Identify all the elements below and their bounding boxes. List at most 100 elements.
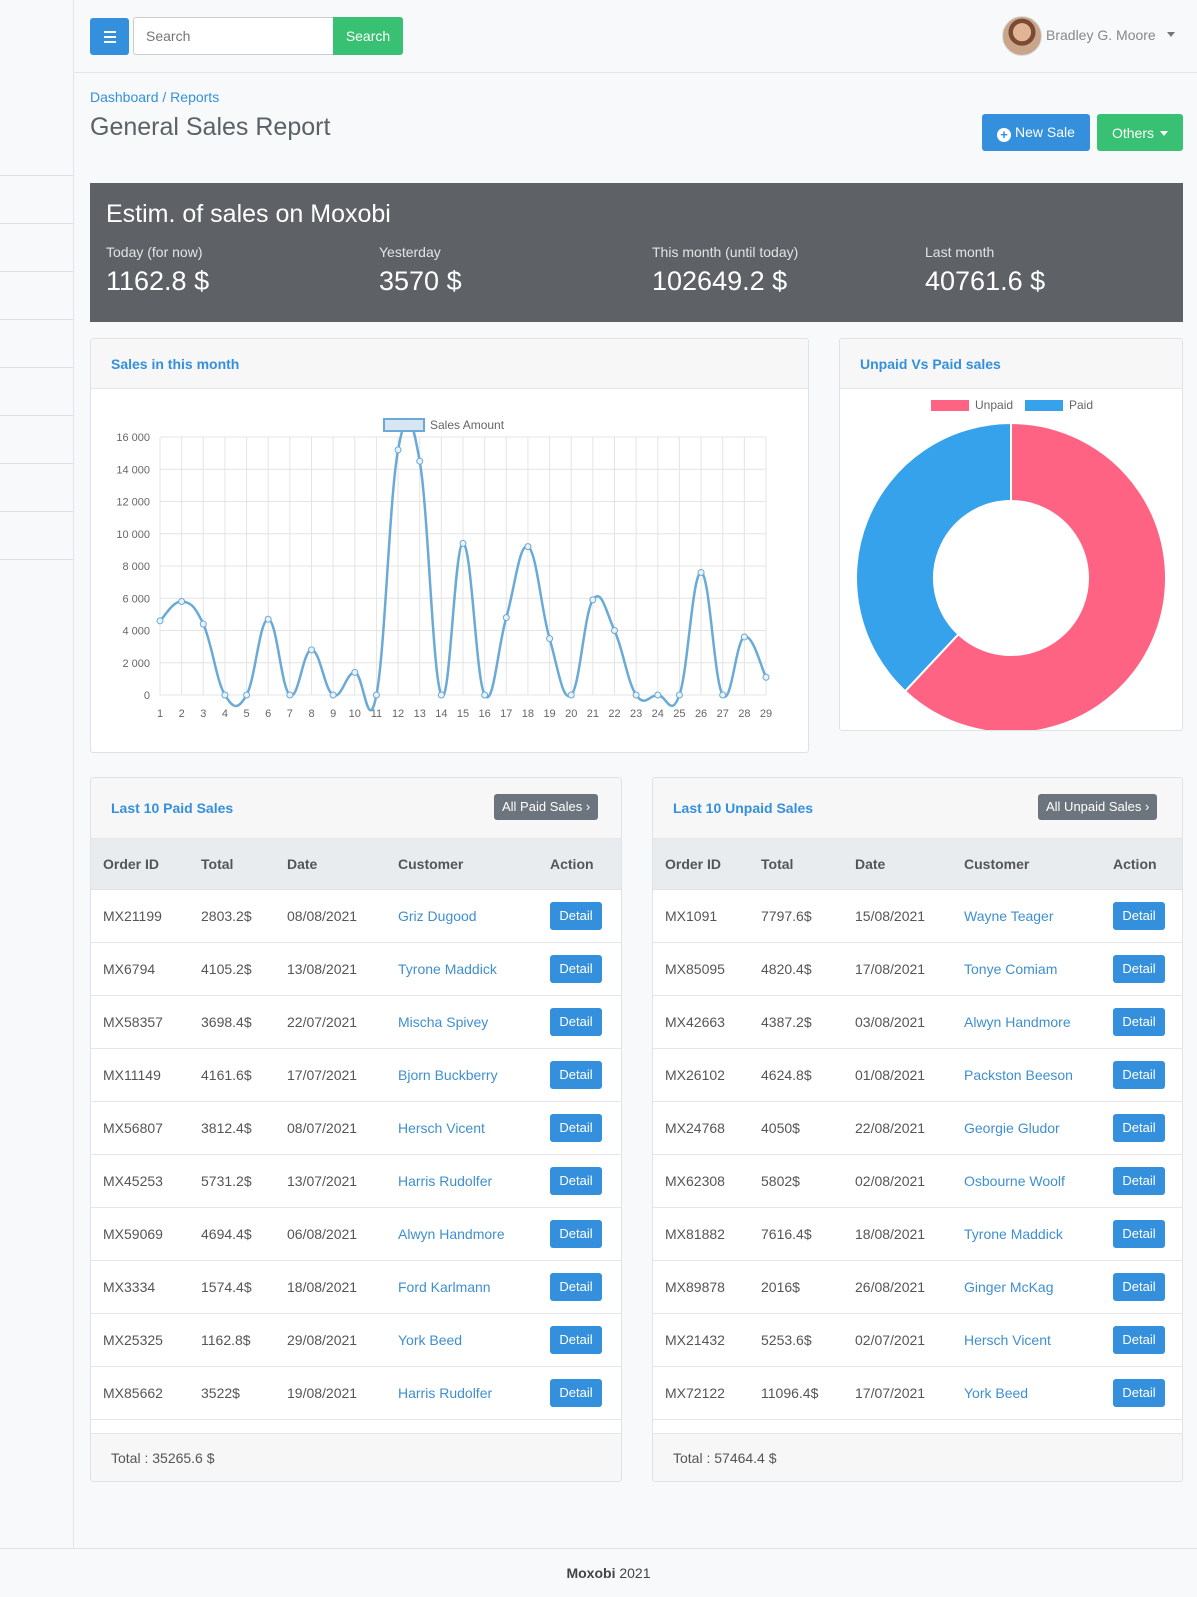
customer-cell[interactable]: Alwyn Handmore xyxy=(952,995,1101,1049)
x-tick-label: 29 xyxy=(760,708,772,720)
customer-cell[interactable]: Ginger McKag xyxy=(952,1260,1101,1314)
avatar[interactable] xyxy=(1002,16,1042,56)
order-id-cell: MX25325 xyxy=(91,1313,189,1367)
action-cell: Detail xyxy=(1101,1207,1182,1261)
date-cell: 18/08/2021 xyxy=(275,1260,386,1314)
detail-button[interactable]: Detail xyxy=(550,1166,602,1195)
paid-sales-card: Last 10 Paid Sales All Paid Sales › Orde… xyxy=(90,777,622,1482)
date-cell: 17/08/2021 xyxy=(843,942,952,996)
estimates-title: Estim. of sales on Moxobi xyxy=(106,200,391,228)
customer-cell[interactable]: Hersch Vicent xyxy=(952,1313,1101,1367)
x-tick-label: 24 xyxy=(652,708,664,720)
footer-brand: Moxobi xyxy=(566,1565,616,1581)
plus-circle-icon: + xyxy=(997,127,1012,142)
detail-button[interactable]: Detail xyxy=(1113,901,1165,930)
date-cell: 15/08/2021 xyxy=(843,889,952,943)
date-cell: 26/08/2021 xyxy=(843,1260,952,1314)
x-tick-label: 25 xyxy=(673,708,685,720)
customer-cell[interactable]: Alwyn Handmore xyxy=(386,1207,538,1261)
table-row: MX85095 4820.4$ 17/08/2021 Tonye Comiam Deta… xyxy=(653,942,1182,996)
customer-cell[interactable]: Griz Dugood xyxy=(386,889,538,943)
detail-button[interactable]: Detail xyxy=(550,954,602,983)
search-button[interactable]: Search xyxy=(333,17,403,55)
detail-button[interactable]: Detail xyxy=(1113,1272,1165,1301)
detail-button[interactable]: Detail xyxy=(1113,1219,1165,1248)
detail-button[interactable]: Detail xyxy=(550,1325,602,1354)
detail-button[interactable]: Detail xyxy=(550,1272,602,1301)
data-point xyxy=(524,543,532,551)
detail-button[interactable]: Detail xyxy=(1113,1378,1165,1407)
data-point xyxy=(762,673,770,681)
order-id-cell: MX21199 xyxy=(91,889,189,943)
detail-button[interactable]: Detail xyxy=(550,1219,602,1248)
customer-cell[interactable]: York Beed xyxy=(386,1313,538,1367)
others-dropdown-button[interactable]: Others xyxy=(1097,114,1183,151)
data-point xyxy=(243,691,251,699)
estimate-yesterday: Yesterday 3570 $ xyxy=(379,244,639,297)
col-total: Total xyxy=(189,839,275,890)
detail-button[interactable]: Detail xyxy=(1113,954,1165,983)
new-sale-button[interactable]: + New Sale xyxy=(982,114,1090,151)
data-point xyxy=(351,668,359,676)
x-tick-label: 6 xyxy=(265,708,271,720)
all-unpaid-sales-button[interactable]: All Unpaid Sales › xyxy=(1038,794,1158,820)
customer-cell[interactable]: Tyrone Maddick xyxy=(386,942,538,996)
date-cell: 13/08/2021 xyxy=(275,942,386,996)
detail-button[interactable]: Detail xyxy=(1113,1113,1165,1142)
date-cell: 19/08/2021 xyxy=(275,1366,386,1420)
detail-button[interactable]: Detail xyxy=(550,901,602,930)
customer-cell[interactable]: Harris Rudolfer xyxy=(386,1154,538,1208)
user-name[interactable]: Bradley G. Moore xyxy=(1046,27,1156,43)
customer-cell[interactable]: Wayne Teager xyxy=(952,889,1101,943)
detail-button[interactable]: Detail xyxy=(1113,1166,1165,1195)
detail-button[interactable]: Detail xyxy=(550,1007,602,1036)
table-row: MX3334 1574.4$ 18/08/2021 Ford Karlmann Deta… xyxy=(91,1260,621,1314)
total-cell: 4105.2$ xyxy=(189,942,275,996)
action-cell: Detail xyxy=(1101,1048,1182,1102)
action-cell: Detail xyxy=(1101,1366,1182,1420)
total-cell: 3522$ xyxy=(189,1366,275,1420)
action-cell: Detail xyxy=(538,995,621,1049)
customer-cell[interactable]: Mischa Spivey xyxy=(386,995,538,1049)
detail-button[interactable]: Detail xyxy=(550,1113,602,1142)
all-paid-sales-button[interactable]: All Paid Sales › xyxy=(494,794,599,820)
customer-cell[interactable]: Georgie Gludor xyxy=(952,1101,1101,1155)
x-tick-label: 19 xyxy=(543,708,555,720)
search-input[interactable] xyxy=(133,17,333,55)
x-tick-label: 28 xyxy=(738,708,750,720)
table-row: MX21432 5253.6$ 02/07/2021 Hersch Vicent Det… xyxy=(653,1313,1182,1367)
customer-cell[interactable]: Ford Karlmann xyxy=(386,1260,538,1314)
breadcrumb-separator: / xyxy=(162,89,167,105)
x-tick-label: 15 xyxy=(457,708,469,720)
x-tick-label: 22 xyxy=(608,708,620,720)
detail-button[interactable]: Detail xyxy=(550,1060,602,1089)
breadcrumb-dashboard[interactable]: Dashboard xyxy=(90,89,159,105)
customer-cell[interactable]: Harris Rudolfer xyxy=(386,1366,538,1420)
customer-cell[interactable]: Bjorn Buckberry xyxy=(386,1048,538,1102)
x-tick-label: 10 xyxy=(349,708,361,720)
detail-button[interactable]: Detail xyxy=(1113,1060,1165,1089)
customer-cell[interactable]: York Beed xyxy=(952,1366,1101,1420)
detail-button[interactable]: Detail xyxy=(1113,1325,1165,1354)
customer-cell[interactable]: Packston Beeson xyxy=(952,1048,1101,1102)
customer-cell[interactable]: Tonye Comiam xyxy=(952,942,1101,996)
detail-button[interactable]: Detail xyxy=(1113,1007,1165,1036)
caret-down-icon xyxy=(1160,130,1168,136)
col-order-id: Order ID xyxy=(91,839,189,890)
customer-cell[interactable]: Tyrone Maddick xyxy=(952,1207,1101,1261)
menu-toggle-button[interactable] xyxy=(90,18,129,55)
total-cell: 2016$ xyxy=(749,1260,843,1314)
data-point xyxy=(740,633,748,641)
customer-cell[interactable]: Osbourne Woolf xyxy=(952,1154,1101,1208)
customer-cell[interactable]: Hersch Vicent xyxy=(386,1101,538,1155)
breadcrumb-reports[interactable]: Reports xyxy=(170,89,220,105)
table-row: MX11149 4161.6$ 17/07/2021 Bjorn Buckberry D… xyxy=(91,1048,621,1102)
col-date: Date xyxy=(275,839,386,890)
estimate-label: This month (until today) xyxy=(652,244,799,260)
date-cell: 03/08/2021 xyxy=(843,995,952,1049)
order-id-cell: MX24768 xyxy=(653,1101,749,1155)
sidebar-divider xyxy=(0,415,73,416)
order-id-cell: MX72122 xyxy=(653,1366,749,1420)
chevron-down-icon[interactable] xyxy=(1167,32,1175,37)
detail-button[interactable]: Detail xyxy=(550,1378,602,1407)
